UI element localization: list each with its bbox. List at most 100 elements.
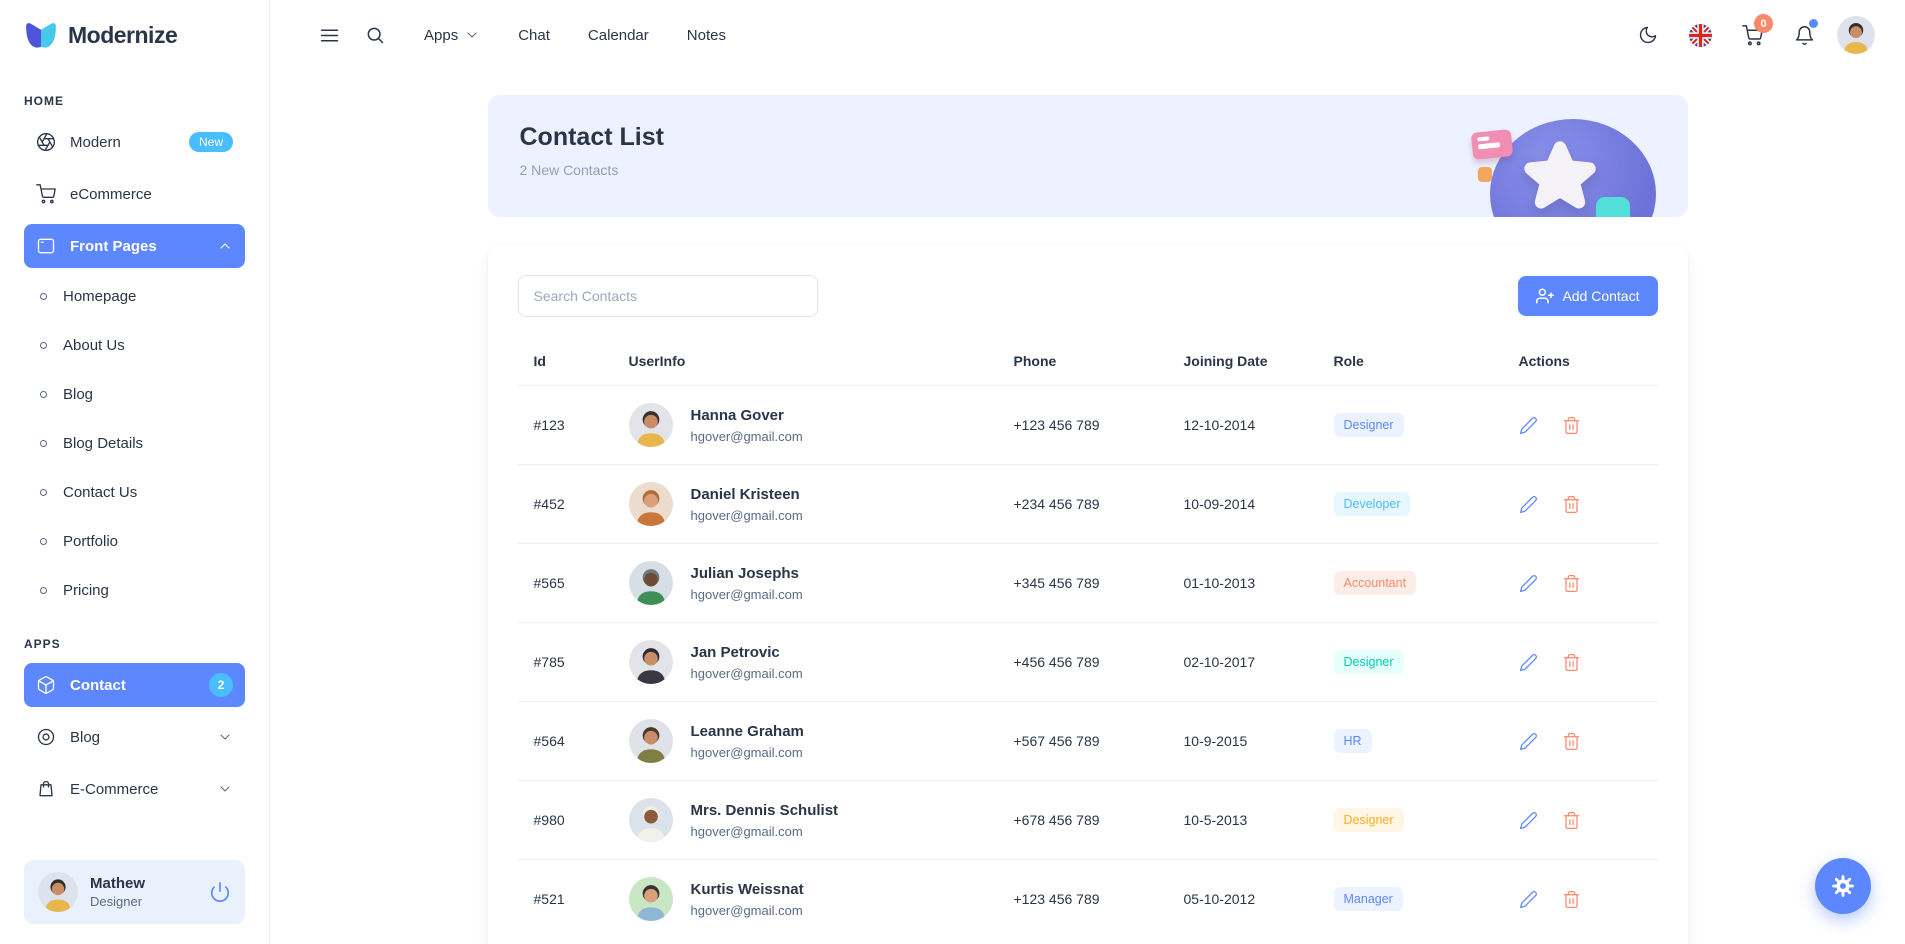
contact-email: hgover@gmail.com	[690, 586, 803, 602]
bullet-icon	[40, 439, 47, 447]
contact-joining-date: 05-10-2012	[1167, 859, 1318, 938]
page-subtitle: 2 New Contacts	[519, 162, 619, 178]
count-badge: 2	[209, 673, 233, 697]
sidebar-subitem-blog[interactable]: Blog	[24, 374, 245, 414]
edit-pencil-icon[interactable]	[1519, 811, 1538, 830]
delete-trash-icon[interactable]	[1562, 811, 1581, 830]
sidebar-profile-card: Mathew Designer	[24, 860, 245, 924]
add-contact-button[interactable]: Add Contact	[1518, 276, 1658, 316]
column-header-role: Role	[1333, 353, 1364, 369]
table-row: #564 Leanne Graham hgover@gmail.com +567…	[517, 701, 1658, 781]
sidebar-subitem-homepage[interactable]: Homepage	[24, 276, 245, 316]
edit-pencil-icon[interactable]	[1519, 653, 1538, 672]
contact-name: Leanne Graham	[690, 722, 804, 740]
contact-list-card: Add Contact Id UserInfo Phone Joining Date R…	[487, 245, 1688, 944]
profile-avatar	[38, 872, 78, 912]
contact-id: #980	[517, 780, 613, 860]
sidebar-item-front-pages[interactable]: Front Pages	[24, 224, 245, 268]
chevron-up-icon	[217, 238, 233, 254]
role-badge: Accountant	[1333, 571, 1417, 595]
table-header-row: Id UserInfo Phone Joining Date Role Actions	[518, 339, 1658, 386]
table-row: #980 Mrs. Dennis Schulist hgover@gmail.c…	[517, 780, 1658, 860]
sidebar-subitem-blog-details[interactable]: Blog Details	[24, 423, 245, 463]
delete-trash-icon[interactable]	[1562, 653, 1581, 672]
top-menu-calendar[interactable]: Calendar	[587, 26, 649, 44]
language-uk-flag-icon[interactable]	[1681, 16, 1719, 54]
edit-pencil-icon[interactable]	[1519, 495, 1538, 514]
bag-icon	[36, 779, 56, 799]
brand[interactable]: Modernize	[0, 0, 269, 60]
logout-power-icon[interactable]	[209, 881, 231, 903]
contact-phone: +123 456 789	[997, 859, 1168, 938]
sidebar-subitem-contact-us[interactable]: Contact Us	[24, 472, 245, 512]
contact-id: #785	[517, 622, 613, 702]
delete-trash-icon[interactable]	[1562, 495, 1581, 514]
contact-id: #565	[517, 543, 613, 623]
sidebar-nav: HOME Modern New eCommerce Front Pages Home…	[0, 60, 269, 846]
edit-pencil-icon[interactable]	[1519, 890, 1538, 909]
delete-trash-icon[interactable]	[1562, 574, 1581, 593]
delete-trash-icon[interactable]	[1562, 416, 1581, 435]
bullet-icon	[40, 292, 47, 300]
column-header-phone: Phone	[1013, 353, 1057, 369]
main-content: Contact List 2 New Contacts	[270, 0, 1905, 944]
top-menu: Apps Chat Calendar Notes	[424, 27, 726, 44]
contact-id: #123	[517, 385, 613, 465]
top-menu-chat[interactable]: Chat	[518, 26, 550, 44]
contact-email: hgover@gmail.com	[690, 507, 803, 523]
contacts-star-illustration	[1470, 95, 1666, 217]
dark-mode-moon-icon[interactable]	[1629, 16, 1667, 54]
contact-id: #564	[517, 701, 613, 781]
top-menu-notes[interactable]: Notes	[686, 26, 726, 44]
contact-phone: +345 456 789	[997, 543, 1168, 623]
notifications-bell-icon[interactable]	[1785, 16, 1823, 54]
sidebar-item-blog[interactable]: Blog	[24, 715, 245, 759]
edit-pencil-icon[interactable]	[1519, 416, 1538, 435]
contact-joining-date: 01-10-2013	[1167, 543, 1318, 623]
table-row: #521 Kurtis Weissnat hgover@gmail.com +1…	[517, 859, 1658, 938]
contact-avatar	[628, 561, 673, 605]
contacts-table: Id UserInfo Phone Joining Date Role Actions #…	[517, 339, 1658, 938]
cart-icon[interactable]: 0	[1733, 14, 1773, 54]
bullet-icon	[40, 488, 47, 496]
cube-icon	[36, 675, 56, 695]
profile-role: Designer	[90, 894, 143, 909]
role-badge: Designer	[1333, 650, 1404, 674]
delete-trash-icon[interactable]	[1562, 732, 1581, 751]
sidebar-item-ecommerce[interactable]: eCommerce	[24, 172, 245, 216]
sidebar-item-contact[interactable]: Contact 2	[24, 663, 245, 707]
delete-trash-icon[interactable]	[1562, 890, 1581, 909]
profile-name: Mathew	[90, 875, 146, 892]
contact-joining-date: 10-09-2014	[1167, 464, 1318, 544]
contact-name: Jan Petrovic	[690, 643, 780, 661]
contact-avatar	[628, 719, 673, 763]
add-user-icon	[1536, 287, 1555, 305]
aperture-icon	[36, 132, 56, 152]
contact-name: Julian Josephs	[690, 564, 799, 582]
sidebar-item-e-commerce[interactable]: E-Commerce	[24, 767, 245, 811]
top-menu-apps[interactable]: Apps	[424, 27, 480, 44]
chevron-down-icon	[217, 729, 233, 745]
page-header-banner: Contact List 2 New Contacts	[487, 95, 1688, 217]
sidebar-item-modern[interactable]: Modern New	[24, 120, 245, 164]
search-contacts-input[interactable]	[517, 275, 818, 317]
table-row: #452 Daniel Kristeen hgover@gmail.com +2…	[517, 464, 1658, 544]
search-icon[interactable]	[356, 16, 394, 54]
contact-email: hgover@gmail.com	[690, 744, 803, 760]
sidebar-section-apps: APPS	[24, 637, 61, 651]
sidebar-subitem-about-us[interactable]: About Us	[24, 325, 245, 365]
column-header-userinfo: UserInfo	[628, 353, 686, 369]
edit-pencil-icon[interactable]	[1519, 732, 1538, 751]
contact-avatar	[628, 798, 673, 842]
contact-avatar	[628, 403, 673, 447]
contact-joining-date: 10-5-2013	[1167, 780, 1318, 860]
settings-fab-button[interactable]	[1815, 858, 1871, 914]
window-icon	[36, 236, 56, 256]
topbar-user-avatar[interactable]	[1837, 16, 1875, 54]
sidebar-subitem-portfolio[interactable]: Portfolio	[24, 521, 245, 561]
sidebar-subitem-pricing[interactable]: Pricing	[24, 570, 245, 610]
new-badge: New	[188, 132, 233, 152]
hamburger-menu-icon[interactable]	[310, 16, 348, 54]
gear-icon	[1830, 873, 1856, 899]
edit-pencil-icon[interactable]	[1519, 574, 1538, 593]
